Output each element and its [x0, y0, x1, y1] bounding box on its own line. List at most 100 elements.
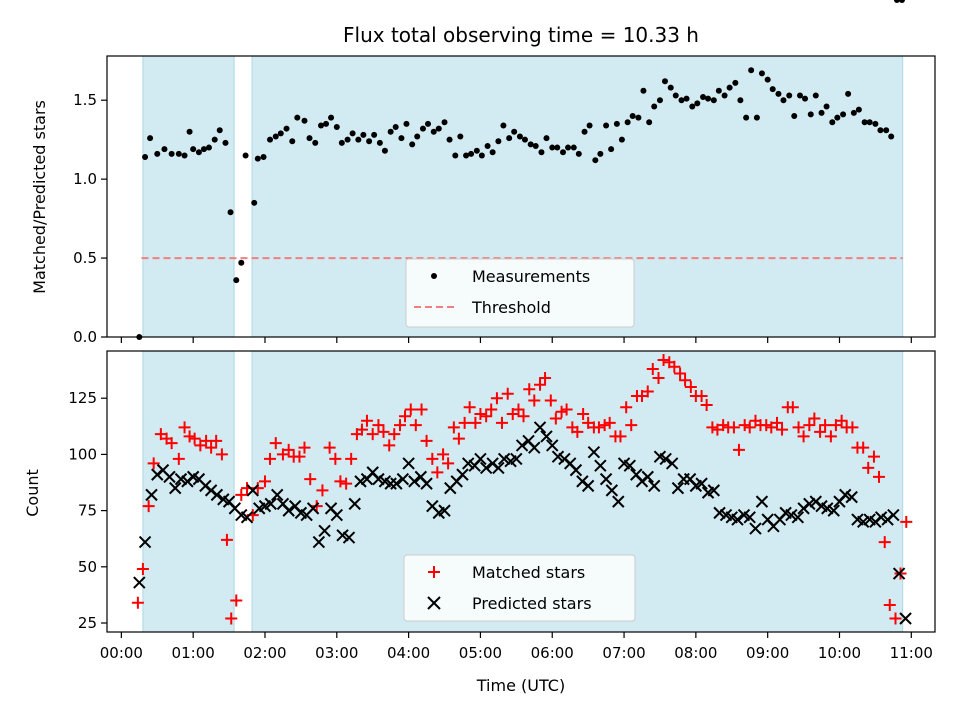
x-tick-label: 06:00: [531, 644, 574, 662]
matched-star-point: [458, 416, 471, 429]
matched-star-point: [404, 403, 417, 416]
predicted-star-point: [533, 421, 547, 434]
measurement-point: [251, 199, 258, 206]
measurement-point: [737, 97, 744, 104]
predicted-star-point: [169, 481, 182, 495]
matched-star-point: [469, 416, 482, 429]
x-tick-label: 01:00: [172, 644, 215, 662]
predicted-star-point: [264, 497, 277, 511]
predicted-star-point: [546, 439, 559, 452]
predicted-star-point: [384, 477, 397, 490]
predicted-stars-points: [133, 421, 912, 625]
legend-predicted-label: Predicted stars: [472, 594, 592, 613]
legend-matched-label: Matched stars: [472, 563, 585, 582]
matched-star-point: [178, 421, 191, 434]
measurement-point: [409, 141, 416, 148]
matched-star-point: [684, 380, 697, 393]
measurement-point: [233, 277, 240, 284]
measurement-point: [802, 95, 809, 102]
legend-matched-marker: [428, 566, 440, 578]
matched-star-point: [366, 428, 379, 441]
matched-star-point: [258, 475, 271, 488]
measurement-point: [683, 95, 690, 102]
matched-star-point: [131, 596, 144, 609]
measurement-point: [267, 136, 274, 143]
predicted-star-point: [791, 511, 805, 524]
measurement-point: [629, 112, 636, 119]
predicted-star-point: [402, 457, 415, 470]
measurement-point: [463, 152, 470, 159]
matched-star-point: [819, 419, 832, 432]
measurement-point: [478, 152, 485, 159]
matched-star-point: [889, 612, 902, 625]
top-legend-box: [405, 258, 635, 328]
measurement-point: [603, 122, 610, 129]
predicted-star-point: [318, 524, 331, 538]
matched-star-point: [668, 360, 681, 373]
matched-star-point: [225, 612, 238, 625]
measurement-point: [549, 144, 556, 151]
matched-star-point: [340, 477, 353, 490]
measurement-point: [575, 150, 582, 157]
matched-star-point: [571, 425, 584, 438]
matched-star-point: [738, 419, 751, 432]
matched-star-point: [620, 401, 633, 414]
measurement-point: [301, 117, 308, 124]
measurement-point: [543, 135, 550, 142]
bottom-legend-box: [403, 554, 636, 622]
chart-title: Flux total observing time = 10.33 h: [343, 23, 699, 47]
measurement-point: [775, 90, 782, 97]
measurement-point: [495, 138, 502, 145]
measurement-point: [715, 87, 722, 94]
matched-star-point: [334, 475, 347, 488]
matched-star-point: [188, 432, 201, 445]
top-shaded-region: [142, 55, 235, 338]
measurement-point: [877, 127, 884, 134]
measurement-point: [618, 136, 625, 143]
matched-star-point: [183, 430, 196, 443]
matched-star-point: [700, 398, 713, 411]
matched-star-point: [883, 599, 896, 612]
measurement-point: [855, 106, 862, 113]
measurement-point: [306, 135, 313, 142]
matched-star-point: [706, 421, 719, 434]
matched-star-point: [304, 473, 317, 486]
measurement-point: [142, 154, 149, 161]
matched-star-point: [814, 425, 827, 438]
measurement-point: [376, 139, 383, 146]
measurement-point: [254, 155, 261, 162]
measurement-point: [277, 130, 284, 137]
measurement-point: [538, 149, 545, 156]
predicted-star-point: [330, 508, 344, 522]
matched-star-point: [717, 419, 730, 432]
matched-star-point: [894, 567, 907, 580]
measurement-point: [186, 128, 193, 135]
predicted-star-point: [396, 472, 410, 486]
matched-star-point: [426, 452, 439, 465]
measurement-point: [355, 136, 362, 143]
bottom-legend: Matched stars Predicted stars: [403, 554, 636, 622]
predicted-star-point: [133, 576, 146, 589]
measurement-point: [898, 0, 905, 3]
matched-star-point: [555, 405, 568, 418]
matched-star-point: [549, 412, 562, 425]
matched-star-point: [293, 450, 306, 463]
measurement-point: [147, 135, 154, 142]
predicted-star-point: [659, 452, 672, 466]
measurement-point: [726, 84, 733, 91]
x-tick-label: 05:00: [459, 644, 502, 662]
matched-star-point: [776, 423, 789, 436]
matched-star-point: [172, 452, 185, 465]
predicted-star-point: [594, 459, 607, 472]
measurement-point: [705, 95, 712, 102]
measurement-point: [468, 150, 475, 157]
top-x-ticks: [120, 337, 912, 343]
measurement-point: [318, 122, 325, 129]
measurement-point: [527, 141, 534, 148]
top-y-tick-label: 1.0: [73, 170, 97, 188]
top-y-tick-label: 0.5: [73, 249, 97, 267]
matched-star-point: [878, 536, 891, 549]
measurement-point: [511, 128, 518, 135]
predicted-star-point: [408, 475, 421, 488]
